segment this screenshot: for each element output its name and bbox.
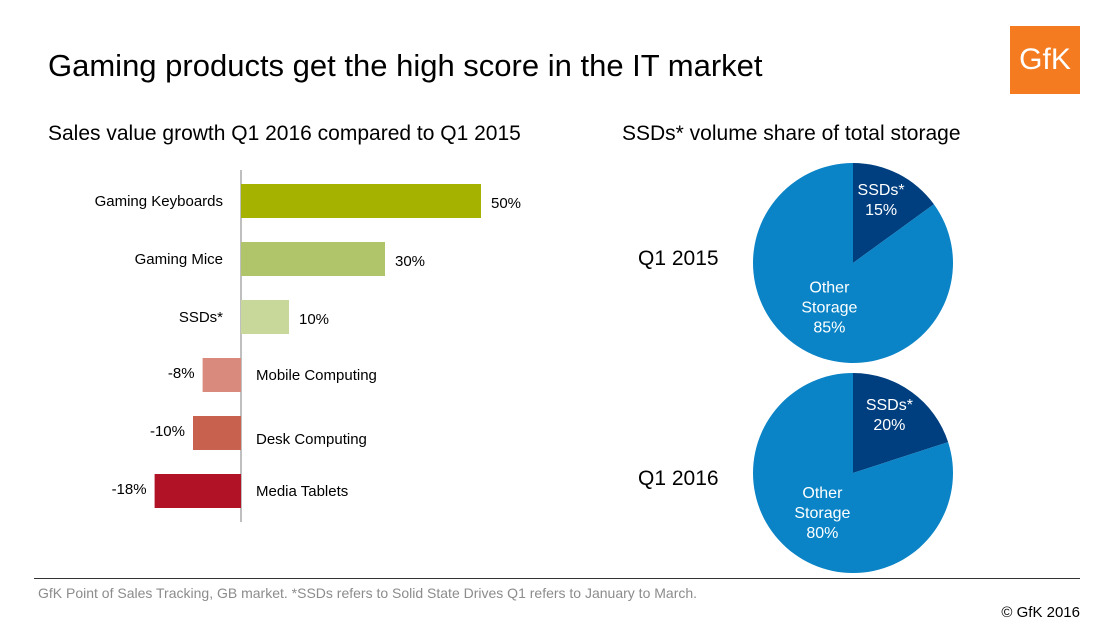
pie-label-q1-2015: Q1 2015 [638,247,719,270]
bar-value-label: -8% [168,365,195,382]
pie-chart-q1-2015: SSDs* 15% Other Storage 85% [752,163,953,363]
bar-1 [241,242,385,276]
gfk-logo: GfK [1010,26,1080,94]
copyright: © GfK 2016 [1001,604,1080,621]
bar-0 [241,184,481,218]
pie-slice-1 [752,163,953,363]
pie-chart-q1-2016: SSDs* 20% Other Storage 80% [753,373,954,573]
pie-slice-label: Other Storage 80% [794,485,850,542]
pie-label-q1-2016: Q1 2016 [638,467,719,490]
pie-chart-subtitle: SSDs* volume share of total storage [622,122,961,145]
growth-bar-chart: Gaming Keyboards 50% Gaming Mice 30% SSDs* 10… [95,170,521,522]
pie-slice-label: SSDs* 20% [866,397,913,434]
pie-slice-1 [753,373,954,573]
pie-slice-0 [853,373,949,473]
bar-category-label: Mobile Computing [256,367,377,384]
bar-category-label: Gaming Mice [135,251,223,268]
bar-5 [154,474,241,508]
source-note: GfK Point of Sales Tracking, GB market. … [38,585,698,601]
bar-category-label: Desk Computing [256,431,367,448]
bar-value-label: 30% [395,253,425,270]
bar-category-label: Gaming Keyboards [95,193,223,210]
bar-2 [241,300,289,334]
bar-value-label: -18% [112,481,147,498]
slide-title: Gaming products get the high score in th… [48,48,763,83]
bar-value-label: -10% [150,423,185,440]
bar-value-label: 50% [491,195,521,212]
bar-chart-subtitle: Sales value growth Q1 2016 compared to Q… [48,122,521,145]
pie-slice-0 [853,163,934,263]
pie-slice-label: SSDs* 15% [858,182,905,219]
bar-category-label: SSDs* [179,309,223,326]
pie-slice-label: Other Storage 85% [801,279,857,336]
bar-category-label: Media Tablets [256,483,348,500]
bar-4 [193,416,241,450]
footer-divider [34,578,1080,579]
bar-3 [202,358,241,392]
bar-value-label: 10% [299,311,329,328]
